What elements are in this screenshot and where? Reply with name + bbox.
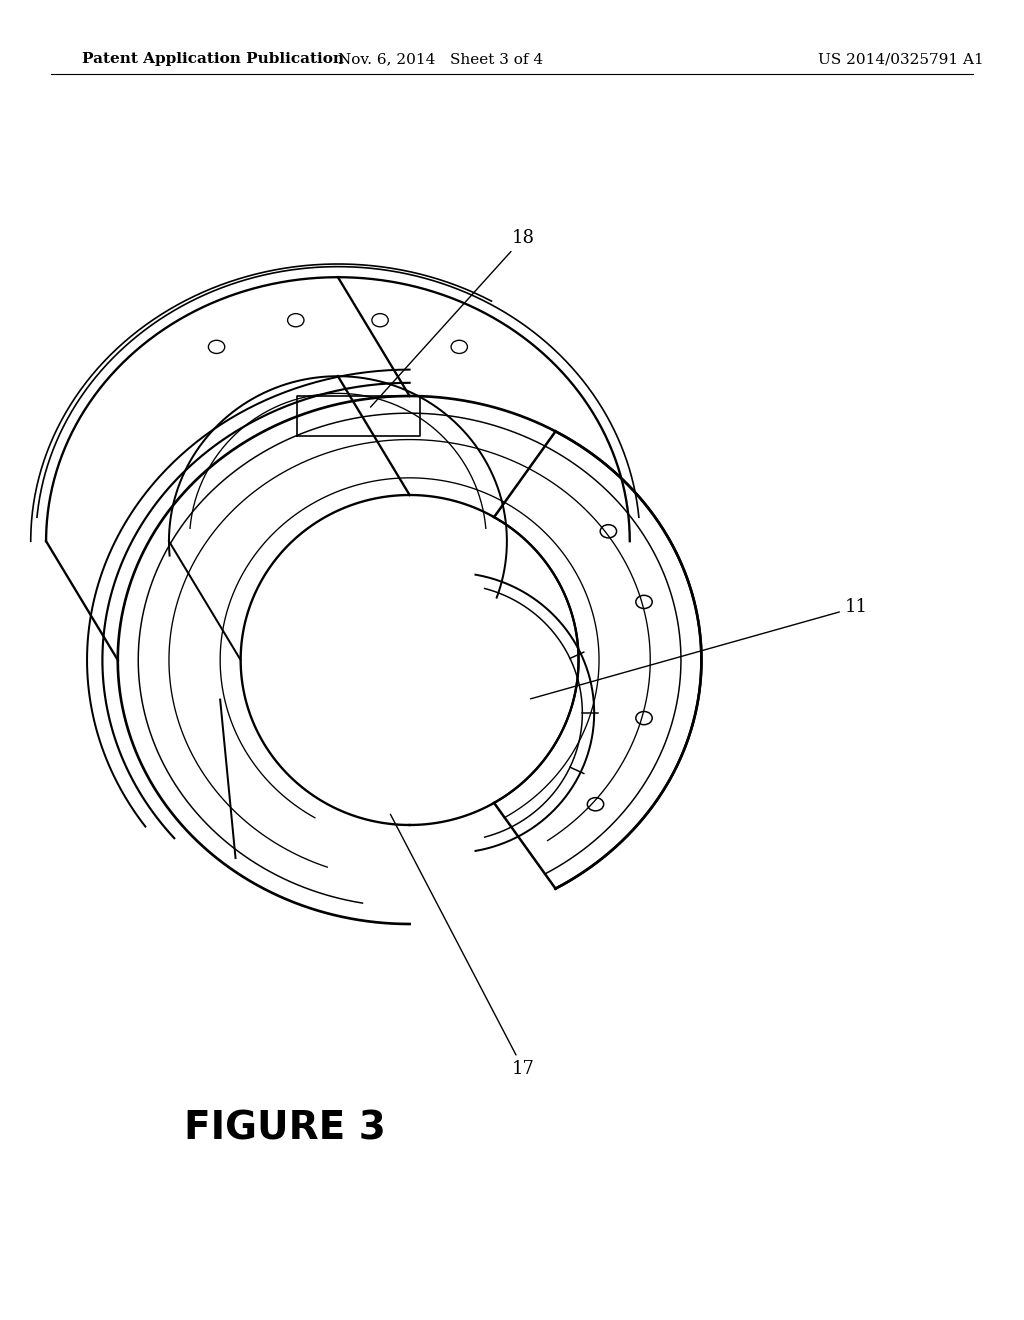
Text: 11: 11 (530, 598, 867, 698)
Ellipse shape (600, 524, 616, 537)
Ellipse shape (209, 341, 225, 354)
Ellipse shape (636, 595, 652, 609)
Ellipse shape (451, 341, 467, 354)
Ellipse shape (636, 711, 652, 725)
Text: Nov. 6, 2014   Sheet 3 of 4: Nov. 6, 2014 Sheet 3 of 4 (338, 53, 543, 66)
Text: 17: 17 (390, 814, 535, 1078)
Text: US 2014/0325791 A1: US 2014/0325791 A1 (818, 53, 984, 66)
Ellipse shape (288, 314, 304, 327)
Text: Patent Application Publication: Patent Application Publication (82, 53, 344, 66)
Text: 18: 18 (371, 228, 535, 407)
Text: FIGURE 3: FIGURE 3 (184, 1110, 386, 1147)
Ellipse shape (372, 314, 388, 327)
Ellipse shape (588, 797, 604, 810)
